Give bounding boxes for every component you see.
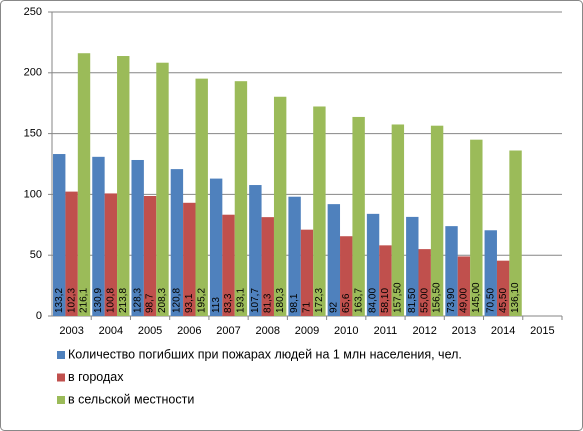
bar: [273, 96, 287, 316]
data-label: 180,3: [275, 288, 286, 313]
x-tick-label: 2013: [452, 325, 476, 337]
bar: [249, 185, 262, 316]
data-label: 130,9: [93, 288, 104, 313]
data-label: 45,50: [498, 288, 509, 313]
data-label: 157,50: [393, 282, 404, 313]
bar: [418, 249, 431, 316]
bar: [379, 245, 392, 316]
data-label: 98,1: [289, 293, 300, 313]
bar: [406, 216, 419, 316]
data-label: 102,3: [66, 288, 77, 313]
bar: [77, 53, 91, 316]
legend-swatch: [57, 373, 65, 382]
x-tick-label: 2008: [256, 325, 280, 337]
bar: [430, 125, 444, 316]
data-label: 58,10: [380, 288, 391, 313]
y-tick-label: 200: [24, 67, 42, 79]
bar: [313, 106, 326, 316]
data-label: 133,2: [54, 288, 65, 313]
x-tick-label: 2010: [334, 325, 358, 337]
bar: [391, 124, 405, 316]
data-label: 70,50: [485, 288, 496, 313]
data-label: 55,00: [419, 288, 430, 313]
x-tick-label: 2009: [295, 325, 319, 337]
legend-swatch: [57, 351, 65, 359]
bar: [327, 204, 341, 316]
bar: [234, 81, 248, 316]
data-label: 100,8: [105, 288, 116, 313]
bar: [92, 156, 105, 316]
data-label: 128,3: [132, 288, 143, 313]
x-tick-label: 2015: [530, 325, 554, 337]
data-label: 195,2: [196, 288, 207, 313]
bar: [183, 202, 196, 316]
data-label: 107,7: [250, 288, 261, 313]
legend-label: Количество погибших при пожарах людей на…: [68, 347, 462, 361]
bar: [53, 154, 66, 316]
y-tick-label: 150: [24, 128, 42, 140]
bar: [195, 78, 208, 316]
x-tick-label: 2004: [99, 325, 123, 337]
x-tick-label: 2003: [59, 325, 83, 337]
bar: [300, 229, 314, 316]
data-label: 120,8: [172, 288, 183, 313]
y-tick-label: 250: [24, 6, 42, 18]
bar: [222, 214, 235, 316]
bar: [352, 116, 365, 317]
bar: [484, 230, 497, 316]
data-label: 92: [328, 301, 339, 313]
data-label: 145,00: [471, 282, 482, 313]
y-tick-label: 50: [30, 249, 42, 261]
bar: [170, 169, 184, 316]
y-tick-label: 100: [24, 188, 42, 200]
bar: [117, 56, 130, 317]
data-label: 83,3: [223, 293, 234, 313]
bar: [131, 159, 144, 316]
bar: [261, 217, 274, 316]
legend-swatch: [57, 396, 65, 404]
bar: [156, 62, 169, 316]
legend-label: в городах: [68, 370, 124, 384]
bar: [509, 150, 522, 316]
data-label: 65,6: [341, 293, 352, 313]
bar: [366, 213, 380, 316]
y-tick-label: 0: [36, 310, 42, 322]
bar: [340, 236, 353, 316]
bar: [445, 226, 458, 316]
data-label: 136,10: [510, 282, 521, 313]
bar: [496, 260, 510, 316]
data-label: 156,50: [432, 282, 443, 313]
data-label: 93,1: [184, 293, 195, 313]
data-label: 81,3: [262, 293, 273, 313]
data-label: 98,7: [145, 293, 156, 313]
x-tick-label: 2005: [138, 325, 162, 337]
bar: [65, 191, 78, 316]
legend-label: в сельской местности: [68, 392, 194, 406]
bar: [209, 178, 223, 316]
x-tick-label: 2011: [374, 325, 398, 337]
bar: [288, 196, 301, 316]
data-label: 163,7: [353, 288, 364, 313]
data-label: 213,8: [118, 288, 129, 313]
data-label: 73,90: [446, 288, 457, 313]
data-label: 71: [302, 301, 313, 313]
data-label: 216,1: [79, 288, 90, 313]
bar: [143, 195, 157, 316]
data-label: 208,3: [157, 288, 168, 313]
x-tick-label: 2006: [177, 325, 201, 337]
data-label: 172,3: [314, 288, 325, 313]
bar: [470, 139, 483, 316]
bar: [104, 193, 118, 316]
data-label: 49,00: [459, 288, 470, 313]
x-tick-label: 2007: [216, 325, 240, 337]
x-tick-label: 2012: [412, 325, 436, 337]
data-label: 84,00: [368, 288, 379, 313]
x-tick-label: 2014: [491, 325, 515, 337]
data-label: 81,50: [407, 288, 418, 313]
bar: [457, 256, 471, 316]
data-label: 193,1: [236, 288, 247, 313]
data-label: 113: [211, 297, 222, 313]
